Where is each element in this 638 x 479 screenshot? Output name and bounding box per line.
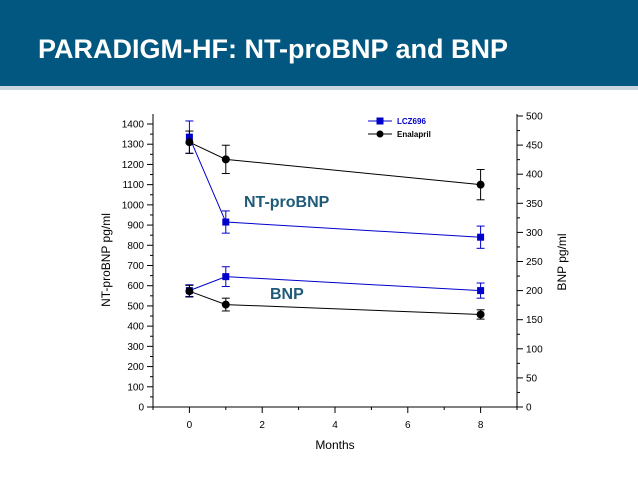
right-axis-tick-label: 150 (526, 315, 543, 326)
left-axis-tick-label: 1300 (122, 140, 145, 151)
x-axis-tick-label: 0 (187, 420, 193, 431)
data-point-circle (185, 287, 194, 296)
x-axis-tick-label: 8 (478, 420, 484, 431)
right-axis-tick-label: 250 (526, 257, 543, 268)
x-axis-tick-label: 6 (405, 420, 411, 431)
data-point-circle (221, 300, 230, 309)
data-point-square (477, 233, 485, 241)
nt-probnp-annotation: NT-proBNP (244, 194, 330, 211)
left-axis-tick-label: 800 (127, 241, 144, 252)
left-axis-tick-label: 700 (127, 261, 144, 272)
data-point-square (222, 218, 230, 226)
right-axis-tick-label: 100 (526, 344, 543, 355)
data-point-square (477, 287, 485, 295)
bnp-annotation: BNP (270, 286, 304, 303)
left-axis-tick-label: 100 (127, 382, 144, 393)
data-point-circle (476, 310, 485, 319)
title-bar (0, 0, 638, 90)
right-axis-tick-label: 400 (526, 170, 543, 181)
right-axis-tick-label: 300 (526, 228, 543, 239)
slide-title: PARADIGM-HF: NT-proBNP and BNP (38, 34, 508, 64)
x-axis-label: Months (315, 438, 354, 452)
legend-marker-circle (376, 130, 384, 138)
left-axis-tick-label: 500 (127, 301, 144, 312)
left-axis-tick-label: 1400 (122, 120, 145, 131)
right-axis-tick-label: 450 (526, 141, 543, 152)
left-axis-tick-label: 300 (127, 342, 144, 353)
legend-label: LCZ696 (397, 117, 426, 126)
right-axis-tick-label: 0 (526, 403, 532, 414)
series-line-enalapril-bnp (189, 290, 481, 315)
legend: LCZ696 Enalapril (368, 117, 431, 139)
right-axis-tick-label: 500 (526, 112, 543, 123)
right-axis-tick-label: 200 (526, 286, 543, 297)
x-axis-tick-label: 2 (259, 420, 265, 431)
right-axis-tick-label: 350 (526, 199, 543, 210)
series-line-lcz696-nt-probnp (188, 136, 481, 238)
x-axis-tick-label: 4 (332, 420, 338, 431)
left-axis-tick-label: 400 (127, 322, 144, 333)
left-axis-label: NT-proBNP pg/ml (99, 213, 113, 307)
left-axis-tick-label: 1200 (122, 160, 145, 171)
right-axis-label: BNP pg/ml (555, 233, 569, 290)
data-point-square (222, 273, 230, 281)
left-axis-tick-label: 1000 (122, 200, 145, 211)
series-line-enalapril-nt-probnp (189, 141, 481, 186)
title-bar-shade (0, 86, 638, 90)
legend-marker-square (376, 117, 384, 125)
left-axis-tick-label: 0 (138, 403, 144, 414)
data-point-circle (185, 138, 194, 147)
left-axis-tick-label: 1100 (122, 180, 144, 191)
data-point-circle (476, 180, 485, 189)
series-line-lcz696-bnp (189, 276, 481, 292)
left-axis-tick-label: 600 (127, 281, 144, 292)
left-axis-tick-label: 900 (127, 221, 144, 232)
legend-label: Enalapril (397, 130, 431, 139)
left-axis-tick-label: 200 (127, 362, 144, 373)
data-point-circle (221, 155, 230, 164)
right-axis-tick-label: 50 (526, 373, 538, 384)
